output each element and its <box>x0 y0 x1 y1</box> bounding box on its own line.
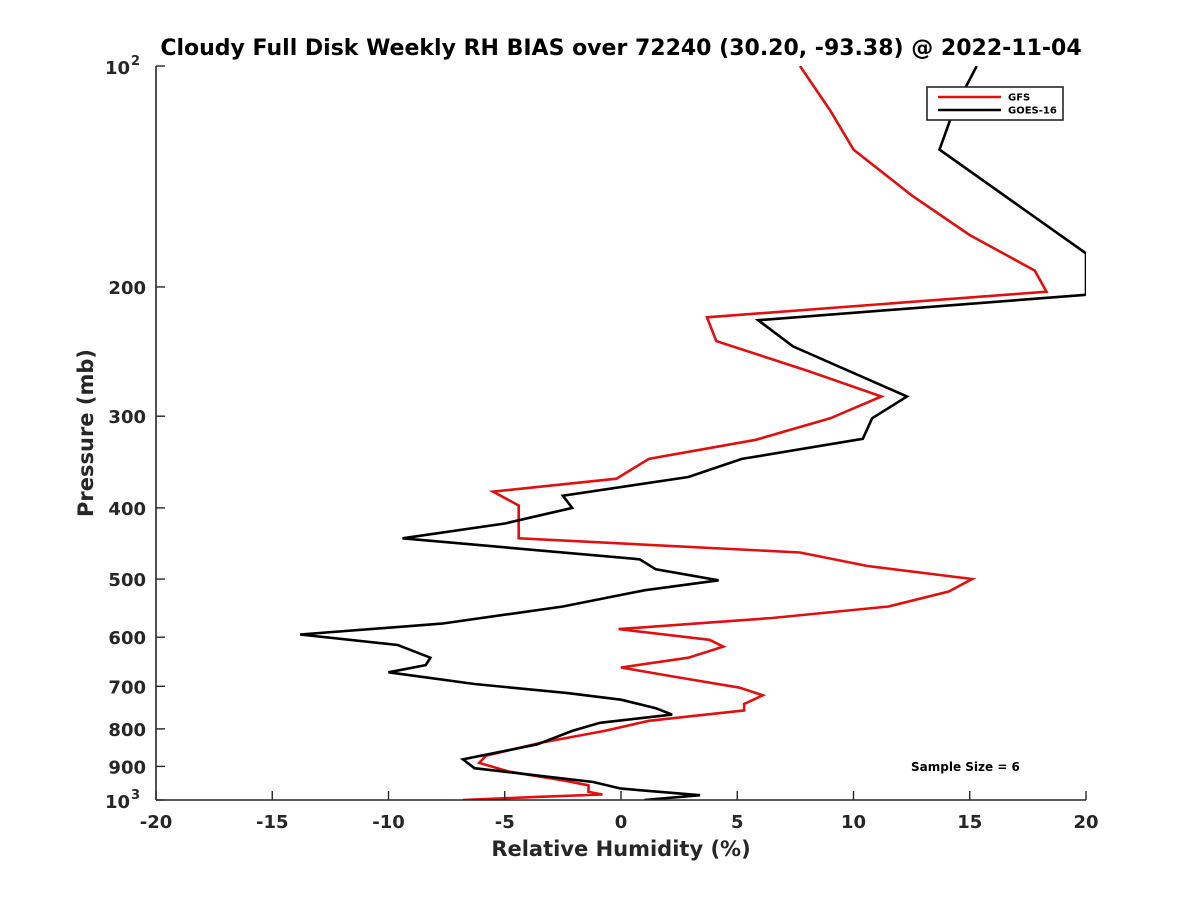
x-tick-label: 5 <box>731 812 744 833</box>
series-line-gfs <box>462 66 1049 800</box>
y-axis-label: Pressure (mb) <box>74 349 98 517</box>
sample-size-annotation: Sample Size = 6 <box>911 760 1020 774</box>
x-axis-label: Relative Humidity (%) <box>491 837 750 861</box>
x-tick-label: -10 <box>372 812 405 833</box>
x-tick-label: -20 <box>140 812 173 833</box>
y-tick-label: 10 <box>105 792 130 813</box>
y-tick-label: 500 <box>108 570 146 591</box>
series-line-goes16 <box>299 66 1086 800</box>
y-tick-label: 400 <box>108 499 146 520</box>
legend-label-gfs: GFS <box>1008 93 1030 104</box>
x-tick-label: 20 <box>1073 812 1098 833</box>
x-tick-label: 0 <box>615 812 628 833</box>
y-tick-label: 200 <box>108 278 146 299</box>
x-tick-label: 15 <box>957 812 982 833</box>
y-tick-label: 900 <box>108 757 146 778</box>
y-tick-exponent: 3 <box>131 788 140 803</box>
series-layer <box>299 66 1086 800</box>
y-tick-label: 700 <box>108 677 146 698</box>
y-tick-label: 800 <box>108 720 146 741</box>
y-tick-label: 10 <box>105 58 130 79</box>
y-tick-label: 600 <box>108 628 146 649</box>
plot-area <box>155 66 1086 801</box>
chart-title: Cloudy Full Disk Weekly RH BIAS over 722… <box>160 36 1081 61</box>
y-tick-label: 300 <box>108 407 146 428</box>
x-tick-label: -15 <box>256 812 289 833</box>
legend-label-goes16: GOES-16 <box>1008 106 1057 117</box>
x-ticks: -20 -15 -10 -5 0 5 10 15 20 <box>140 791 1099 833</box>
y-tick-exponent: 2 <box>131 54 140 69</box>
x-tick-label: 10 <box>841 812 866 833</box>
legend-box <box>926 86 1064 121</box>
legend: GFS GOES-16 <box>926 86 1064 121</box>
x-tick-label: -5 <box>495 812 515 833</box>
